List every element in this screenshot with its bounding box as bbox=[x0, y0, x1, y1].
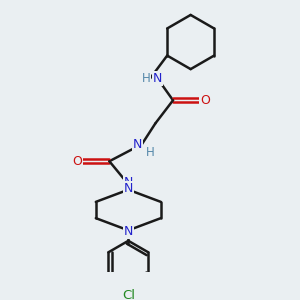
Text: N: N bbox=[124, 225, 133, 238]
Text: H: H bbox=[142, 72, 150, 85]
Text: O: O bbox=[72, 155, 82, 168]
Text: Cl: Cl bbox=[122, 289, 135, 300]
Text: N: N bbox=[133, 138, 142, 151]
Text: N: N bbox=[124, 176, 133, 189]
Text: O: O bbox=[200, 94, 210, 107]
Text: H: H bbox=[146, 146, 154, 159]
Text: N: N bbox=[124, 182, 133, 195]
Text: N: N bbox=[153, 72, 162, 85]
